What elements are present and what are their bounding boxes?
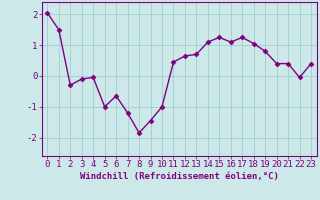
- X-axis label: Windchill (Refroidissement éolien,°C): Windchill (Refroidissement éolien,°C): [80, 172, 279, 181]
